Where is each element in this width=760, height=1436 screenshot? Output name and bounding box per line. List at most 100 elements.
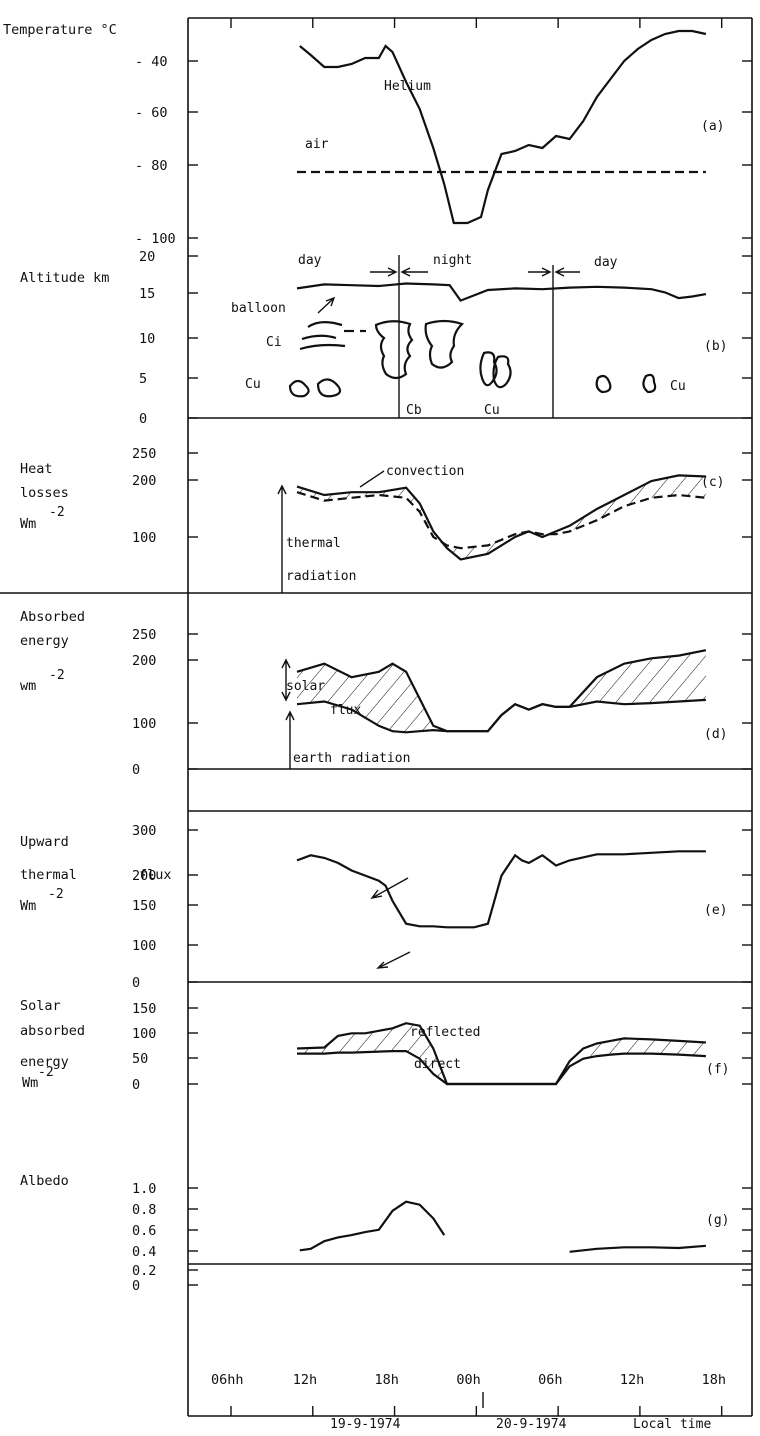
- solar-abs-label-3: energy: [20, 1054, 69, 1070]
- absorbed-label-sup: -2: [49, 668, 65, 683]
- panel-b-label: (b): [704, 339, 727, 354]
- day-label-2: day: [594, 255, 618, 270]
- panel-frames: [0, 17, 753, 1417]
- x-tick-label: 18h: [375, 1372, 399, 1388]
- hatched-areas: [297, 475, 706, 1084]
- hatched-area-f: [297, 1023, 706, 1084]
- y-tick-label: 1.0: [132, 1181, 156, 1197]
- night-label: night: [433, 253, 472, 268]
- y-tick-label: 250: [132, 446, 156, 462]
- day-start-arrows: [528, 267, 580, 277]
- upward-label-sup: -2: [48, 887, 64, 902]
- upward-label-1: Upward: [20, 834, 69, 850]
- ci-cloud-3: [299, 343, 346, 351]
- y-tick-label: 0.8: [132, 1202, 156, 1218]
- y-tick-label: 5: [139, 371, 147, 387]
- y-tick-label: 200: [132, 653, 156, 669]
- x-tick-label: 06hh: [211, 1372, 244, 1388]
- y-tick-label: 0.4: [132, 1244, 156, 1260]
- reflected-label: reflected: [410, 1025, 480, 1040]
- x-tick-labels: 06hh 12h 18h 00h 06h 12h 18h: [211, 1372, 726, 1388]
- series-line-upper: [296, 474, 706, 561]
- cu-cloud-2: [288, 379, 310, 398]
- convection-leader: [359, 470, 385, 488]
- y-tick-label: 0.2: [132, 1263, 156, 1279]
- series-line-lower: [297, 1050, 706, 1086]
- y-tick-label: 0: [139, 411, 147, 427]
- cu-cloud-3: [316, 378, 342, 398]
- panel-e-label: (e): [704, 903, 727, 918]
- temperature-axis-label: Temperature °C: [3, 22, 117, 38]
- solar-abs-label-4: Wm: [22, 1075, 38, 1091]
- reflected-leader: [370, 877, 409, 900]
- series-line-upper: [296, 1022, 706, 1086]
- earth-radiation-arrow: [285, 710, 295, 769]
- data-curves: [296, 29, 707, 1253]
- solar-abs-label-1: Solar: [20, 998, 61, 1014]
- solar-abs-label-sup: -2: [38, 1065, 54, 1080]
- upward-label-2: thermal: [20, 867, 77, 883]
- helium-label: Helium: [384, 79, 431, 94]
- x-tick-label: 00h: [456, 1372, 480, 1388]
- y-tick-label: 0.6: [132, 1223, 156, 1239]
- cb-cloud-1: [374, 320, 414, 380]
- x-axis-label: Local time: [633, 1417, 711, 1432]
- text-labels: Temperature °C Helium air (a) Altitude k…: [3, 22, 729, 1432]
- altitude-axis-label: Altitude km: [20, 270, 109, 286]
- ci-cloud-2: [301, 334, 337, 341]
- panel-d-label: (d): [704, 727, 727, 742]
- radiation-label: radiation: [286, 569, 356, 584]
- y-tick-label: 0: [132, 1278, 140, 1294]
- y-tick-label: 50: [132, 1051, 148, 1067]
- albedo-label: Albedo: [20, 1173, 69, 1189]
- flux-label-e: flux: [139, 867, 172, 883]
- series-line-lower: [296, 491, 707, 550]
- night-start-arrows: [370, 267, 428, 277]
- x-tick-label: 12h: [293, 1372, 317, 1388]
- ci-cloud-1: [307, 321, 343, 328]
- solar-flux-arrow: [281, 658, 291, 702]
- heat-label-1: Heat: [20, 461, 53, 477]
- y-tick-label: 150: [132, 898, 156, 914]
- x-tick-label: 18h: [702, 1372, 726, 1388]
- y-tick-label: - 60: [135, 105, 168, 121]
- direct-label: direct: [414, 1057, 461, 1072]
- x-tick-label: 12h: [620, 1372, 644, 1388]
- y-tick-label: 150: [132, 1001, 156, 1017]
- y-tick-marks: [188, 60, 752, 1286]
- y-tick-label: 0: [132, 1077, 140, 1093]
- y-tick-labels: - 40- 60- 80- 10020151050250200100250200…: [132, 54, 176, 1294]
- thermal-label: thermal: [286, 536, 341, 551]
- absorbed-label-1: Absorbed: [20, 609, 85, 625]
- y-tick-label: - 100: [135, 231, 176, 247]
- balloon-label: balloon: [231, 301, 286, 316]
- panel-f-label: (f): [706, 1062, 729, 1077]
- x-tick-label: 06h: [538, 1372, 562, 1388]
- y-tick-label: 100: [132, 1026, 156, 1042]
- cu-label-2: Cu: [484, 403, 500, 418]
- series-line: [296, 282, 707, 302]
- panel-c-label: (c): [701, 475, 724, 490]
- upward-label-3: Wm: [20, 898, 36, 914]
- series-line-lower: [296, 698, 706, 734]
- y-tick-label: 100: [132, 938, 156, 954]
- absorbed-label-3: wm: [20, 678, 36, 694]
- solar-label: solar: [286, 679, 325, 694]
- y-tick-label: 0: [132, 762, 140, 778]
- annotation-lines: [277, 255, 580, 1408]
- y-tick-label: - 40: [135, 54, 168, 70]
- y-tick-label: 15: [139, 286, 155, 302]
- y-tick-label: 250: [132, 627, 156, 643]
- heat-label-sup: -2: [49, 505, 65, 520]
- cu-cloud-4: [595, 374, 612, 394]
- y-tick-label: 10: [139, 331, 155, 347]
- panel-a-label: (a): [701, 119, 724, 134]
- direct-leader: [376, 951, 411, 969]
- cb-cloud-2: [424, 319, 465, 369]
- cu-label-3: Cu: [670, 379, 686, 394]
- ci-label: Ci: [266, 335, 282, 350]
- cu-cloud-5: [642, 373, 657, 394]
- heat-label-2: losses: [20, 485, 69, 501]
- y-tick-label: 0: [132, 975, 140, 991]
